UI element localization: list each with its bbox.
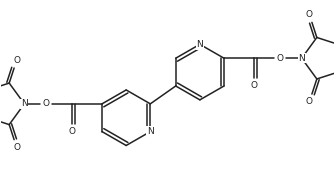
- Text: O: O: [13, 143, 20, 152]
- Text: N: N: [147, 127, 154, 136]
- Text: N: N: [21, 99, 28, 108]
- Text: O: O: [306, 97, 313, 106]
- Text: N: N: [197, 40, 203, 49]
- Text: O: O: [250, 81, 257, 90]
- Text: N: N: [298, 54, 305, 63]
- Text: O: O: [13, 56, 20, 65]
- Text: O: O: [43, 99, 50, 108]
- Text: O: O: [276, 54, 283, 63]
- Text: O: O: [69, 127, 76, 136]
- Text: O: O: [306, 10, 313, 19]
